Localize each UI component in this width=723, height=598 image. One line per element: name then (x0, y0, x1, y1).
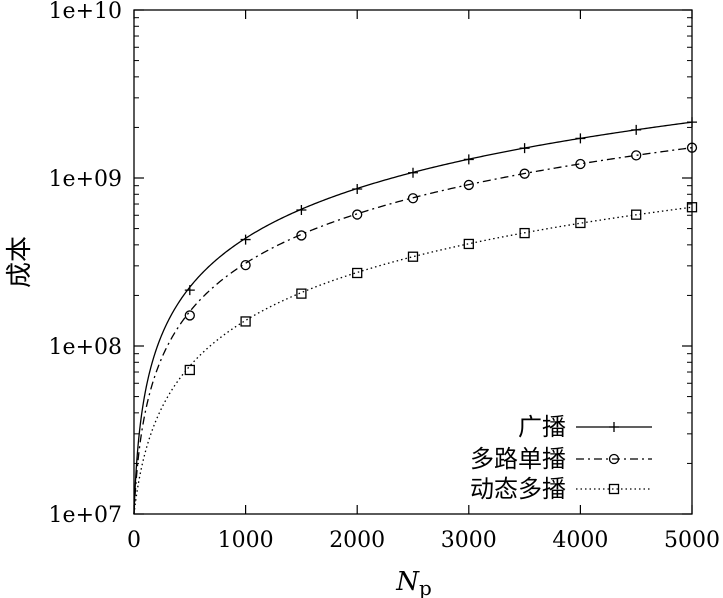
y-tick-label: 1e+10 (49, 0, 122, 24)
series-1-point (352, 184, 363, 195)
series-2-point (463, 179, 474, 191)
y-tick-label: 1e+07 (49, 503, 122, 528)
x-tick-label: 4000 (552, 528, 608, 553)
legend-marker-3 (608, 483, 620, 495)
series-2-point (631, 150, 642, 161)
x-tick-label: 1000 (218, 528, 274, 553)
y-tick-label: 1e+09 (49, 167, 122, 192)
y-axis-title: 成本 (5, 236, 35, 288)
x-tick-label: 0 (127, 528, 141, 553)
plot-frame (133, 9, 693, 515)
series-2-point (296, 230, 307, 241)
series-line-1 (133, 121, 693, 515)
x-axis-title-main: N (395, 567, 420, 597)
series-2-point (352, 209, 363, 220)
series-1-point (575, 133, 586, 144)
series-3-point (463, 238, 474, 250)
series-3-point (519, 227, 530, 239)
series-3-point (296, 288, 307, 299)
x-tick-label: 5000 (664, 528, 720, 553)
legend-label-2: 多路单播 (470, 445, 566, 473)
plot-markers (184, 117, 698, 376)
series-1-point (463, 154, 474, 165)
series-2-point (407, 193, 419, 204)
y-axis: 1e+07 1e+08 1e+09 1e+10 (49, 0, 692, 528)
series-1-point (184, 285, 195, 296)
series-3-point (240, 316, 251, 327)
plot-lines (133, 121, 693, 515)
series-1-point (408, 167, 418, 178)
series-1-point (240, 234, 251, 245)
series-line-2 (133, 147, 693, 515)
legend-marker-1 (609, 422, 619, 432)
series-3-point (352, 267, 363, 279)
series-2-point (575, 158, 586, 170)
y-tick-label: 1e+08 (49, 335, 122, 360)
x-tick-label: 3000 (441, 528, 497, 553)
x-tick-label: 2000 (329, 528, 385, 553)
series-2-point (184, 310, 195, 321)
series-2-point (240, 259, 251, 271)
x-axis-title: Np (395, 567, 432, 598)
series-1-point (519, 143, 530, 154)
series-1-point (631, 124, 642, 135)
series-line-3 (133, 206, 693, 515)
series-2-point (519, 168, 530, 179)
x-axis: 0 1000 2000 3000 4000 5000 (127, 10, 720, 553)
legend-marker-2 (608, 453, 620, 465)
legend-label-1: 广播 (518, 413, 566, 441)
x-axis-title-subscript: p (419, 576, 432, 598)
series-3-point (575, 217, 586, 229)
legend-label-3: 动态多播 (470, 475, 566, 503)
series-3-point (631, 209, 642, 220)
series-1-point (296, 204, 307, 215)
series-3-point (407, 251, 419, 262)
series-3-point (184, 364, 195, 376)
